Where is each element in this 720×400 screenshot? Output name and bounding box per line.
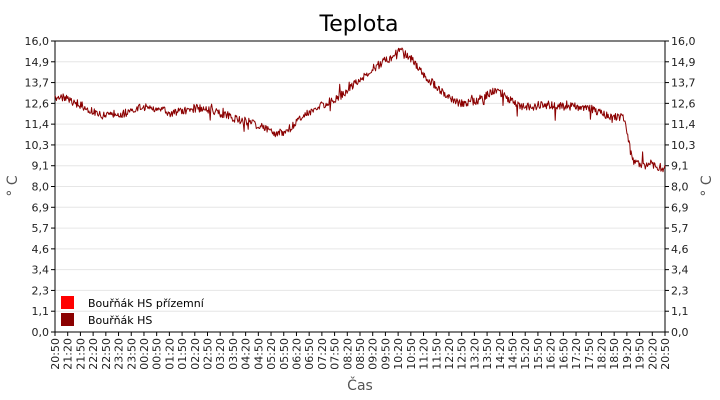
x-tick-label: 14:50 bbox=[507, 338, 520, 370]
y-axis-left: 0,0 1,1 2,3 3,4 4,6 5,7 6,9 8,0 9,1 10,3 11,4 12,6 1… bbox=[25, 35, 55, 339]
x-tick-label: 09:50 bbox=[379, 338, 392, 370]
grid bbox=[55, 61, 665, 312]
y-tick-label-right: 5,7 bbox=[671, 222, 689, 235]
y-tick-label-left: 4,6 bbox=[32, 243, 50, 256]
x-tick-label: 20:20 bbox=[646, 338, 659, 370]
y-tick-label-left: 16,0 bbox=[25, 35, 50, 48]
x-tick-label: 07:50 bbox=[329, 338, 342, 370]
x-tick-label: 16:20 bbox=[545, 338, 558, 370]
x-tick-label: 23:20 bbox=[113, 338, 126, 370]
x-tick-label: 17:50 bbox=[583, 338, 596, 370]
legend-swatch-series-1 bbox=[61, 296, 74, 309]
y-tick-label-right: 11,4 bbox=[671, 118, 696, 131]
x-tick-label: 05:50 bbox=[278, 338, 291, 370]
series-line-2 bbox=[54, 47, 666, 173]
y-tick-label-right: 16,0 bbox=[671, 35, 696, 48]
y-tick-label-right: 1,1 bbox=[671, 305, 689, 318]
x-tick-label: 00:20 bbox=[138, 338, 151, 370]
x-tick-label: 13:20 bbox=[468, 338, 481, 370]
x-tick-label: 13:50 bbox=[481, 338, 494, 370]
x-tick-label: 09:20 bbox=[367, 338, 380, 370]
x-tick-label: 15:50 bbox=[532, 338, 545, 370]
y-tick-label-left: 1,1 bbox=[32, 305, 50, 318]
y-tick-label-right: 2,3 bbox=[671, 284, 689, 297]
x-tick-label: 02:20 bbox=[189, 338, 202, 370]
y-tick-label-left: 10,3 bbox=[25, 139, 50, 152]
x-tick-label: 16:50 bbox=[557, 338, 570, 370]
y-tick-label-left: 5,7 bbox=[32, 222, 50, 235]
y-tick-label-right: 6,9 bbox=[671, 201, 689, 214]
x-tick-label: 12:20 bbox=[443, 338, 456, 370]
y-tick-label-left: 8,0 bbox=[32, 181, 50, 194]
y-tick-label-right: 12,6 bbox=[671, 97, 696, 110]
y-tick-label-left: 13,7 bbox=[25, 77, 50, 90]
y-tick-label-right: 10,3 bbox=[671, 139, 696, 152]
y-tick-label-right: 14,9 bbox=[671, 56, 696, 69]
y-axis-right: 0,0 1,1 2,3 3,4 4,6 5,7 6,9 8,0 9,1 10,3 11,4 12,6 1… bbox=[665, 35, 696, 339]
x-tick-label: 03:50 bbox=[227, 338, 240, 370]
x-tick-label: 22:20 bbox=[87, 338, 100, 370]
x-tick-label: 06:50 bbox=[303, 338, 316, 370]
chart-title: Teplota bbox=[319, 12, 399, 37]
legend-swatch-series-2 bbox=[61, 313, 74, 326]
y-tick-label-left: 9,1 bbox=[32, 160, 50, 173]
x-tick-label: 17:20 bbox=[570, 338, 583, 370]
legend: Bouřňák HS přízemní Bouřňák HS bbox=[61, 296, 205, 327]
x-tick-label: 06:20 bbox=[290, 338, 303, 370]
y-tick-label-right: 3,4 bbox=[671, 264, 689, 277]
y-tick-label-right: 4,6 bbox=[671, 243, 689, 256]
legend-label-series-1: Bouřňák HS přízemní bbox=[88, 297, 205, 310]
x-tick-label: 01:50 bbox=[176, 338, 189, 370]
x-tick-label: 11:20 bbox=[418, 338, 431, 370]
x-tick-label: 11:50 bbox=[430, 338, 443, 370]
y-tick-label-right: 13,7 bbox=[671, 77, 696, 90]
x-tick-label: 22:50 bbox=[100, 338, 113, 370]
x-tick-label: 04:20 bbox=[240, 338, 253, 370]
x-tick-label: 14:20 bbox=[494, 338, 507, 370]
y-tick-label-left: 14,9 bbox=[25, 56, 50, 69]
x-tick-label: 02:50 bbox=[202, 338, 215, 370]
x-tick-label: 07:20 bbox=[316, 338, 329, 370]
y-tick-label-right: 8,0 bbox=[671, 181, 689, 194]
x-tick-label: 15:20 bbox=[519, 338, 532, 370]
y-tick-label-right: 0,0 bbox=[671, 326, 689, 339]
x-tick-label: 00:50 bbox=[151, 338, 164, 370]
x-tick-label: 23:50 bbox=[125, 338, 138, 370]
x-tick-label: 10:20 bbox=[392, 338, 405, 370]
y-tick-label-left: 3,4 bbox=[32, 264, 50, 277]
x-tick-label: 21:50 bbox=[74, 338, 87, 370]
x-tick-label: 20:50 bbox=[659, 338, 672, 370]
y-tick-label-left: 0,0 bbox=[32, 326, 50, 339]
y-tick-label-left: 12,6 bbox=[25, 97, 50, 110]
y-axis-label-left: ° C bbox=[5, 175, 21, 196]
x-tick-label: 18:20 bbox=[595, 338, 608, 370]
legend-label-series-2: Bouřňák HS bbox=[88, 314, 152, 327]
x-tick-label: 01:20 bbox=[163, 338, 176, 370]
x-tick-label: 05:20 bbox=[265, 338, 278, 370]
x-tick-label: 18:50 bbox=[608, 338, 621, 370]
series-layer bbox=[54, 47, 666, 173]
x-tick-label: 12:50 bbox=[456, 338, 469, 370]
x-tick-label: 19:20 bbox=[621, 338, 634, 370]
y-tick-label-left: 11,4 bbox=[25, 118, 50, 131]
x-tick-label: 21:20 bbox=[62, 338, 75, 370]
x-tick-label: 03:20 bbox=[214, 338, 227, 370]
y-tick-label-left: 2,3 bbox=[32, 284, 50, 297]
x-tick-label: 04:50 bbox=[252, 338, 265, 370]
y-tick-label-right: 9,1 bbox=[671, 160, 689, 173]
x-tick-label: 08:20 bbox=[341, 338, 354, 370]
x-axis: 20:50 21:20 21:50 22:20 22:50 23:20 23:50 00:20… bbox=[49, 332, 672, 370]
y-tick-label-left: 6,9 bbox=[32, 201, 50, 214]
x-tick-label: 20:50 bbox=[49, 338, 62, 370]
x-tick-label: 08:50 bbox=[354, 338, 367, 370]
x-tick-label: 19:50 bbox=[634, 338, 647, 370]
x-axis-label: Čas bbox=[347, 376, 373, 394]
x-tick-label: 10:50 bbox=[405, 338, 418, 370]
y-axis-label-right: ° C bbox=[699, 175, 715, 196]
